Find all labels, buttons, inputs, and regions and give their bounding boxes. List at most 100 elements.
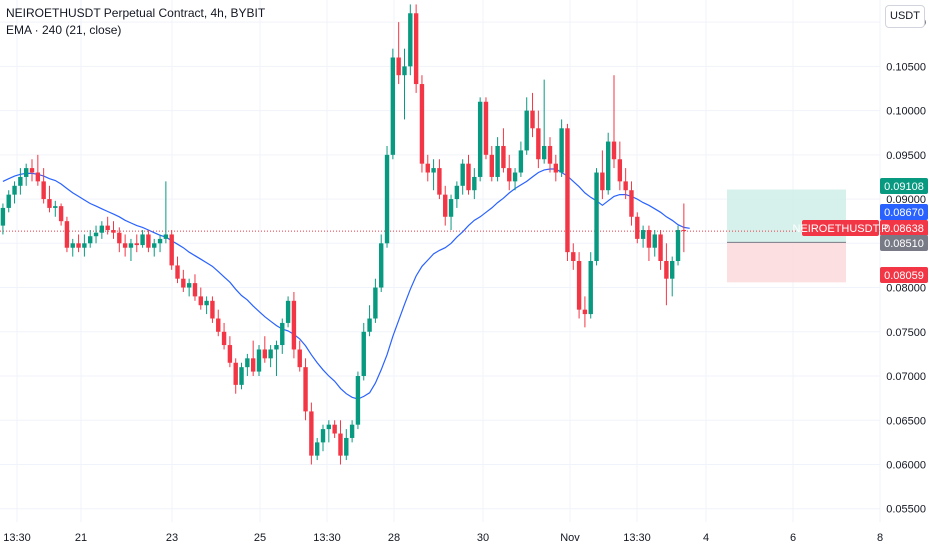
price-tick-label: 0.10000 — [886, 106, 926, 118]
candle-body — [186, 283, 192, 288]
candle-body — [361, 331, 366, 377]
currency-button[interactable]: USDT — [885, 5, 925, 28]
candle — [582, 296, 588, 328]
candle — [553, 154, 559, 182]
candle-body — [495, 145, 500, 177]
candle-body — [384, 154, 390, 244]
chart-grid — [0, 0, 881, 522]
candle — [204, 296, 209, 315]
candle — [373, 278, 378, 323]
candle — [239, 362, 244, 390]
candle-body — [605, 141, 611, 191]
candle — [594, 168, 599, 266]
candle — [541, 79, 547, 164]
candle — [349, 420, 355, 443]
symbol-title[interactable]: NEIROETHUSDT Perpetual Contract, 4h, BYB… — [6, 6, 266, 20]
candle-body — [70, 243, 75, 248]
candle-body — [600, 172, 605, 191]
candle — [396, 22, 401, 85]
candle — [571, 243, 576, 270]
candle-body — [262, 349, 268, 359]
price-tick-label: 0.06000 — [886, 459, 926, 471]
candle-body — [344, 437, 349, 456]
candle — [640, 225, 646, 248]
stop-zone[interactable] — [727, 242, 846, 283]
candle — [559, 119, 564, 177]
candle — [233, 358, 238, 394]
candle-body — [425, 163, 430, 173]
candle-body — [559, 128, 564, 173]
candle — [338, 420, 343, 465]
candle-body — [192, 283, 198, 297]
candle — [477, 97, 483, 182]
candle — [332, 420, 337, 438]
candles — [0, 4, 687, 465]
candle-body — [437, 168, 442, 195]
candle-body — [93, 232, 99, 237]
candle-body — [355, 376, 361, 425]
candle — [274, 340, 279, 377]
candle — [41, 168, 46, 204]
candle-body — [472, 176, 477, 191]
candle — [588, 252, 593, 319]
candle — [303, 358, 308, 421]
candle — [192, 274, 198, 301]
candle — [12, 181, 17, 204]
candle-body — [314, 442, 320, 456]
price-tick-label: 0.09000 — [886, 194, 926, 206]
candle — [536, 110, 541, 169]
candle-body — [448, 199, 454, 217]
candle-body — [443, 194, 448, 217]
candle — [285, 296, 291, 328]
candle — [64, 216, 70, 253]
candle-body — [99, 225, 105, 233]
candle — [29, 159, 35, 182]
candle — [6, 190, 11, 213]
candle — [245, 353, 250, 377]
stop-loss-price-label: 0.08059 — [884, 270, 924, 282]
candle-body — [635, 216, 640, 239]
candle-body — [227, 345, 233, 363]
candle-body — [285, 300, 291, 323]
candle-body — [408, 13, 413, 67]
price-tick-label: 0.10500 — [886, 61, 926, 73]
candle — [495, 137, 500, 182]
candle — [355, 371, 361, 430]
candle — [93, 225, 99, 244]
ema-indicator-label[interactable]: EMA · 240 (21, close) — [6, 23, 122, 37]
candle-body — [379, 243, 384, 288]
candle — [646, 225, 652, 261]
price-tick-label: 0.07500 — [886, 327, 926, 339]
price-tick-label: 0.08000 — [886, 283, 926, 295]
candle-body — [291, 300, 297, 350]
candle — [437, 159, 442, 200]
candle — [35, 154, 41, 186]
candle — [384, 145, 390, 248]
candle-body — [175, 265, 180, 279]
ema-line — [2, 168, 690, 400]
candle — [483, 97, 489, 160]
stop-loss-badge: 0.08059 — [880, 267, 928, 283]
candle — [681, 203, 687, 253]
candle-body — [646, 230, 652, 248]
take-profit-badge: 0.09108 — [880, 178, 928, 194]
candle-body — [41, 181, 46, 200]
candle — [611, 75, 617, 169]
candle-body — [512, 172, 518, 182]
candle — [250, 340, 256, 377]
candle-body — [530, 110, 535, 129]
candle-body — [297, 349, 302, 368]
candle-body — [477, 101, 483, 177]
candle — [309, 402, 314, 465]
candle-body — [58, 206, 64, 222]
candle-body — [140, 234, 145, 246]
price-axis: 0.05500 0.06000 0.06500 0.07000 0.07500 0.080… — [886, 17, 926, 516]
candle — [152, 238, 157, 257]
candle-body — [320, 429, 326, 443]
candle-body — [338, 433, 343, 456]
candle-body — [466, 163, 471, 191]
candle — [216, 309, 221, 337]
candle-body — [390, 57, 396, 155]
entry-badge: 0.08510 — [880, 235, 928, 251]
